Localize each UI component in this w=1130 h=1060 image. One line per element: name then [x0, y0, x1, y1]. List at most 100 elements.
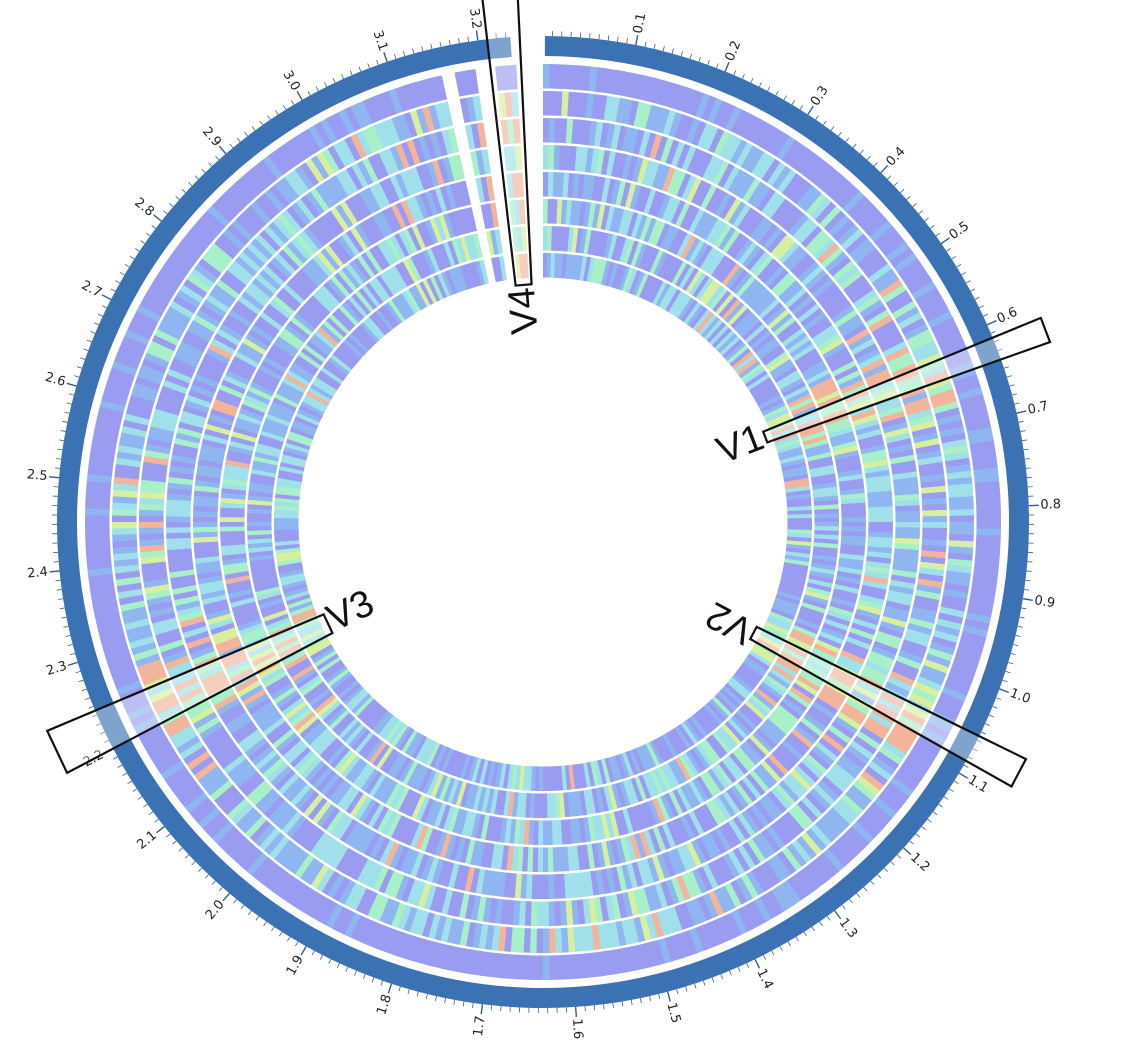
- heatmap-cell: [498, 255, 507, 281]
- heatmap-cell: [368, 922, 385, 949]
- heatmap-cell: [870, 645, 896, 661]
- heatmap-cell: [674, 817, 691, 842]
- heatmap-cell: [221, 482, 247, 491]
- heatmap-cell: [940, 432, 966, 445]
- heatmap-cell: [145, 443, 171, 455]
- heatmap-cell: [586, 257, 596, 283]
- heatmap-cell: [551, 199, 558, 224]
- heatmap-cell: [310, 864, 330, 889]
- heatmap-cell: [538, 766, 543, 791]
- heatmap-cell: [713, 888, 731, 914]
- heatmap-cell: [341, 755, 361, 778]
- heatmap-cell: [343, 882, 362, 908]
- heatmap-cell: [300, 161, 320, 187]
- heatmap-cell: [508, 954, 518, 980]
- heatmap-cell: [351, 163, 369, 188]
- heatmap-cell: [508, 818, 517, 844]
- heatmap-cell: [744, 323, 767, 344]
- heatmap-cell: [199, 584, 225, 595]
- minor-tick: [702, 980, 706, 986]
- tick-label: 0.6: [995, 305, 1020, 327]
- heatmap-cell: [418, 768, 433, 793]
- minor-tick: [921, 826, 926, 831]
- heatmap-cell: [166, 660, 192, 676]
- heatmap-cell: [224, 570, 250, 580]
- heatmap-cell: [921, 298, 947, 318]
- heatmap-cell: [828, 177, 850, 201]
- heatmap-cell: [168, 252, 193, 273]
- heatmap-cell: [795, 617, 821, 631]
- heatmap-cell: [881, 615, 907, 629]
- heatmap-cell: [838, 557, 864, 566]
- heatmap-cell: [698, 741, 717, 765]
- heatmap-cell: [175, 432, 201, 444]
- minor-tick: [685, 986, 688, 992]
- heatmap-cell: [728, 201, 747, 226]
- heatmap-cell: [752, 644, 776, 661]
- heatmap-cell: [168, 470, 194, 480]
- minor-tick: [112, 756, 118, 760]
- heatmap-cell: [724, 912, 742, 938]
- heatmap-cell: [258, 827, 281, 851]
- minor-tick: [267, 115, 271, 120]
- heatmap-cell: [727, 169, 746, 194]
- heatmap-cell: [789, 632, 814, 647]
- heatmap-cell: [369, 313, 388, 336]
- heatmap-cell: [889, 454, 915, 465]
- heatmap-cell: [661, 196, 677, 221]
- heatmap-cell: [718, 885, 736, 911]
- heatmap-cell: [398, 292, 415, 316]
- heatmap-cell: [197, 458, 223, 469]
- heatmap-cell: [264, 188, 286, 212]
- heatmap-cell: [321, 213, 341, 237]
- heatmap-cell: [543, 118, 550, 143]
- heatmap-cell: [910, 611, 936, 625]
- heatmap-cell: [822, 848, 845, 872]
- heatmap-cell: [414, 824, 429, 850]
- heatmap-cell: [377, 242, 395, 266]
- heatmap-cell: [542, 820, 548, 845]
- heatmap-cell: [658, 735, 674, 760]
- heatmap-cell: [809, 824, 832, 847]
- heatmap-cell: [284, 590, 310, 602]
- heatmap-cell: [403, 111, 418, 138]
- heatmap-cell: [529, 928, 537, 953]
- heatmap-cell: [560, 819, 568, 845]
- minor-tick: [135, 248, 140, 252]
- heatmap-cell: [702, 155, 719, 181]
- minor-tick: [194, 175, 199, 180]
- minor-tick: [943, 796, 949, 800]
- heatmap-cell: [912, 600, 939, 613]
- minor-tick: [680, 51, 683, 57]
- heatmap-cell: [326, 873, 346, 899]
- heatmap-cell: [120, 431, 146, 444]
- heatmap-cell: [689, 90, 705, 117]
- heatmap-cell: [157, 703, 183, 721]
- heatmap-cell: [401, 84, 416, 110]
- heatmap-cell: [968, 433, 994, 446]
- heatmap-cell: [127, 703, 153, 721]
- heatmap-cell: [709, 698, 729, 720]
- minor-tick: [70, 653, 76, 656]
- major-tick: [807, 105, 814, 115]
- heatmap-cell: [322, 703, 344, 724]
- heatmap-cell: [871, 384, 897, 399]
- heatmap-cell: [801, 602, 826, 614]
- heatmap-cell: [862, 304, 887, 323]
- heatmap-cell: [381, 717, 400, 740]
- heatmap-cell: [511, 172, 520, 198]
- heatmap-cell: [116, 679, 142, 696]
- heatmap-cell: [245, 390, 271, 405]
- heatmap-cell: [99, 630, 126, 644]
- heatmap-cell: [375, 925, 391, 951]
- minor-tick: [968, 756, 974, 760]
- heatmap-cell: [949, 528, 974, 536]
- minor-tick: [1002, 679, 1008, 683]
- heatmap-cell: [966, 605, 993, 618]
- heatmap-cell: [694, 925, 711, 952]
- heatmap-cell: [139, 664, 165, 680]
- heatmap-cell: [225, 459, 251, 469]
- tick-label: 0.9: [1033, 593, 1056, 611]
- heatmap-cell: [316, 216, 337, 240]
- heatmap-cell: [376, 808, 394, 833]
